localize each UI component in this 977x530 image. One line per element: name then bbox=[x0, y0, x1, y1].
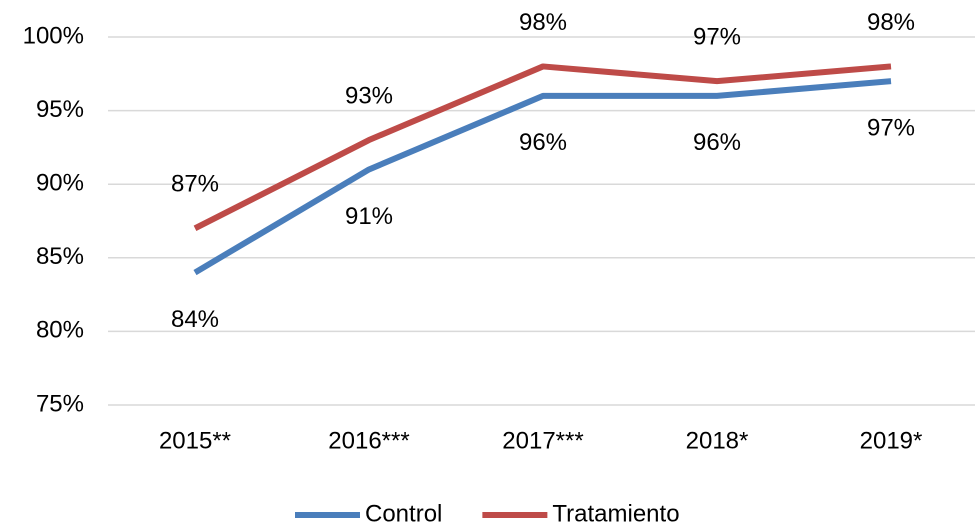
y-tick-label: 90% bbox=[36, 170, 84, 197]
y-tick-label: 75% bbox=[36, 390, 84, 417]
data-label: 91% bbox=[345, 203, 393, 230]
x-tick-label: 2016*** bbox=[328, 427, 409, 454]
data-label: 97% bbox=[693, 24, 741, 51]
data-label: 98% bbox=[867, 9, 915, 36]
data-label: 93% bbox=[345, 82, 393, 109]
legend-label: Control bbox=[365, 500, 442, 527]
data-label: 96% bbox=[693, 129, 741, 156]
x-tick-label: 2017*** bbox=[502, 427, 583, 454]
y-tick-label: 100% bbox=[23, 22, 84, 49]
y-tick-label: 85% bbox=[36, 243, 84, 270]
data-label: 87% bbox=[171, 171, 219, 198]
data-label: 98% bbox=[519, 9, 567, 36]
series-line bbox=[193, 78, 892, 276]
data-label: 96% bbox=[519, 129, 567, 156]
data-label: 97% bbox=[867, 115, 915, 142]
y-tick-label: 80% bbox=[36, 317, 84, 344]
data-label: 84% bbox=[171, 306, 219, 333]
x-tick-label: 2019* bbox=[860, 427, 923, 454]
y-tick-label: 95% bbox=[36, 96, 84, 123]
x-tick-label: 2015** bbox=[159, 427, 231, 454]
series-line bbox=[193, 63, 892, 232]
x-tick-label: 2018* bbox=[686, 427, 749, 454]
legend-label: Tratamiento bbox=[552, 500, 679, 527]
